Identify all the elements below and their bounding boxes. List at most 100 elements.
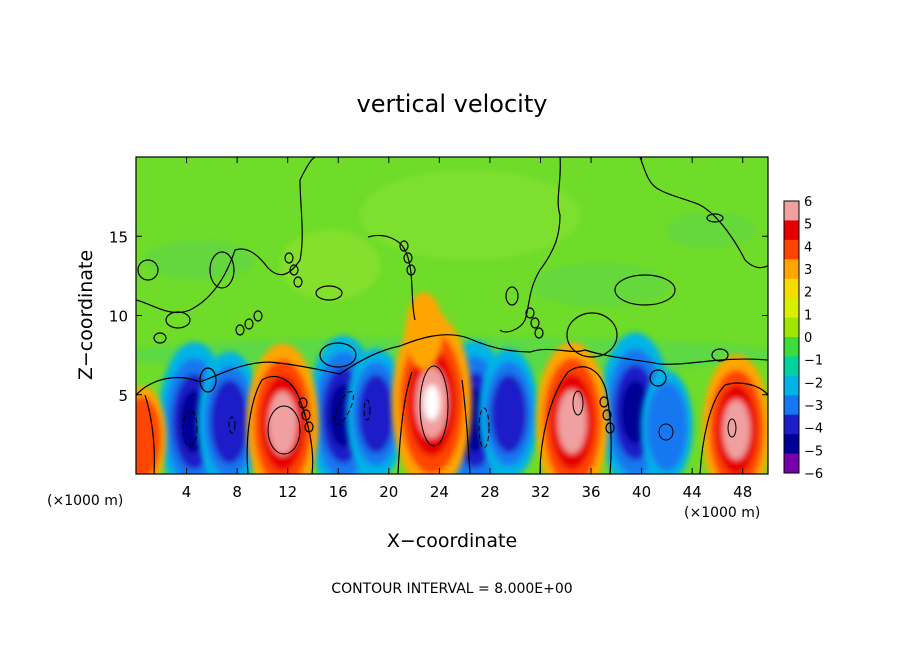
colorbar-segment (784, 356, 799, 377)
zero-contour (137, 259, 159, 281)
solid-contour (419, 365, 449, 447)
dashed-contour (334, 390, 354, 426)
dashed-contour (363, 399, 371, 421)
mid-cyan-patch (665, 212, 755, 248)
zero-contour (699, 382, 768, 474)
x-axis: 4 8 12 16 20 24 28 32 36 40 44 48 (182, 157, 752, 501)
updraft-core-level (557, 389, 587, 454)
downdraft-core-level (646, 381, 688, 472)
colorbar-segment (784, 434, 799, 455)
x-axis-label: X−coordinate (387, 530, 517, 552)
zero-contour (199, 367, 217, 393)
zero-contour (403, 252, 413, 264)
upper-pale-region (280, 230, 380, 300)
y-tick-label: 15 (109, 228, 128, 246)
upper-pale-region (360, 170, 580, 260)
zero-contour (315, 285, 343, 301)
zero-contour (136, 334, 768, 396)
colorbar-segment (784, 278, 799, 299)
colorbar-segment (784, 395, 799, 416)
colorbar-segment (784, 414, 799, 435)
zero-contour (539, 366, 612, 474)
colorbar-tick-label: −5 (804, 444, 823, 459)
colorbar: 6 5 4 3 2 1 0 −1 −2 −3 −4 −5 −6 (783, 195, 823, 482)
zero-contour (235, 324, 245, 336)
zero-contour (399, 240, 409, 252)
dashed-contour (478, 407, 490, 449)
x-tick-label: 24 (430, 483, 449, 501)
x-tick-label: 12 (278, 483, 297, 501)
zero-contour (246, 375, 314, 474)
zero-contour (406, 264, 416, 276)
zero-contour (534, 327, 544, 339)
contour-lines (136, 157, 768, 474)
x-tick-label: 20 (379, 483, 398, 501)
x-tick-label: 8 (232, 483, 242, 501)
contour-interval: CONTOUR INTERVAL = 8.000E+00 (331, 581, 572, 597)
y-tick-label: 5 (118, 387, 128, 405)
x-tick-label: 48 (733, 483, 752, 501)
colorbar-tick-label: 5 (804, 218, 812, 233)
zero-contour (367, 234, 416, 321)
dashed-contour (182, 409, 198, 447)
updraft-core-level (136, 396, 162, 474)
colorbar-tick-label: 6 (804, 195, 812, 210)
zero-contour (293, 276, 303, 288)
updraft-core-level (423, 384, 440, 421)
mid-cyan-patch (145, 240, 255, 280)
x-tick-label: 32 (531, 483, 550, 501)
zero-contour (289, 264, 299, 276)
colorbar-tick-label: −3 (804, 399, 823, 414)
zero-contour (614, 274, 676, 306)
solid-contour (658, 423, 674, 441)
x-tick-label: 16 (329, 483, 348, 501)
solid-contour (267, 405, 301, 455)
zero-contour (525, 307, 535, 319)
colorbar-tick-label: −2 (804, 376, 823, 391)
dashed-contour (228, 416, 236, 434)
zero-contour (165, 311, 191, 329)
colorbar-tick-label: −4 (804, 422, 823, 437)
downdraft-core (346, 348, 407, 474)
zero-contour (530, 317, 540, 329)
zero-contour (253, 310, 263, 322)
updraft-core-level (405, 292, 443, 371)
updraft-core (246, 343, 319, 474)
zero-contour (566, 312, 618, 358)
zero-contour (284, 252, 294, 264)
colorbar-tick-label: −1 (804, 354, 823, 369)
zero-contour (639, 157, 768, 269)
x-unit-left: (×1000 m) (47, 493, 123, 509)
positive-contours (267, 365, 737, 455)
zero-contour (209, 251, 235, 289)
updraft-core (405, 292, 443, 371)
colorbar-tick-label: 3 (804, 263, 812, 278)
colorbar-tick-label: 1 (804, 308, 812, 323)
colorbar-tick-label: 0 (804, 331, 812, 346)
zero-contour (602, 409, 612, 421)
x-tick-label: 28 (480, 483, 499, 501)
updraft-core (536, 341, 609, 474)
y-axis-label: Z−coordinate (75, 250, 97, 380)
colorbar-segment (784, 317, 799, 338)
colorbar-segment (784, 220, 799, 241)
chart-title: vertical velocity (357, 90, 548, 118)
zero-contour (397, 371, 413, 474)
zero-contour (706, 213, 724, 223)
negative-contours (182, 390, 490, 449)
downdraft-core (640, 370, 693, 474)
zero-contour (244, 318, 254, 330)
colorbar-frame (783, 200, 800, 474)
x-tick-label: 4 (182, 483, 192, 501)
zero-contour (153, 332, 167, 344)
zero-contour (136, 157, 316, 314)
zero-contour (711, 348, 729, 362)
zero-contour (319, 342, 357, 368)
mid-cyan-patch (530, 263, 670, 307)
colorbar-tick-label: −6 (804, 467, 823, 482)
zero-contour (649, 369, 667, 387)
x-tick-label: 40 (632, 483, 651, 501)
colorbar-tick-label: 4 (804, 240, 812, 255)
colorbar-segment (784, 337, 799, 357)
